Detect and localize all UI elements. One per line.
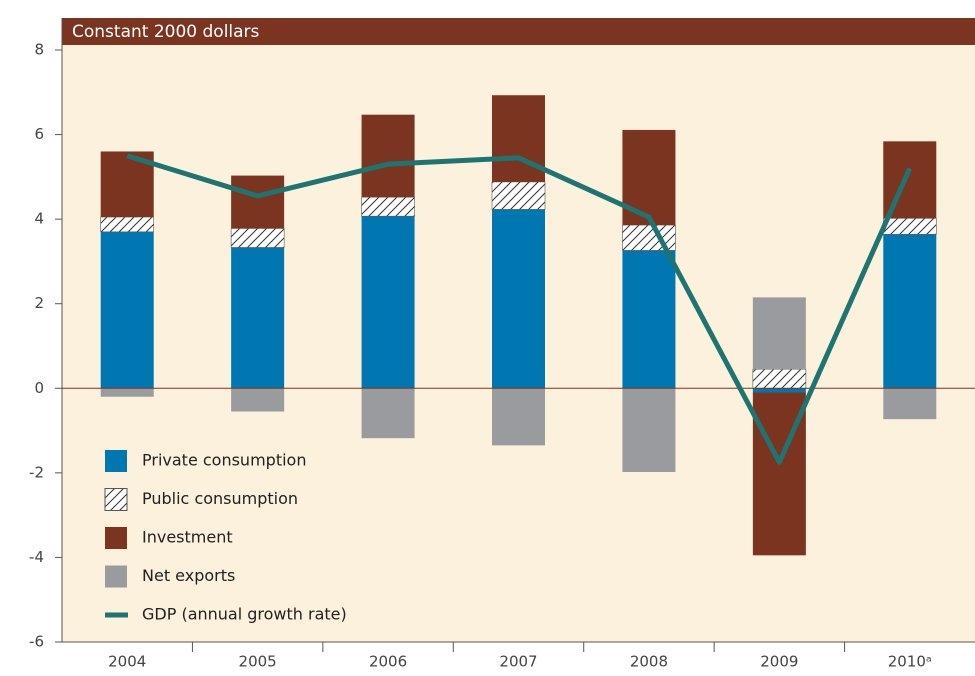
y-tick-label: 2 — [34, 294, 44, 312]
legend-label: GDP (annual growth rate) — [142, 605, 347, 624]
legend-label: Public consumption — [142, 489, 298, 508]
x-tick-label: 2006 — [369, 653, 407, 671]
y-tick-label: 0 — [34, 379, 44, 397]
bar — [492, 388, 545, 446]
bar — [492, 209, 545, 389]
x-tick-label: 2010ᵃ — [888, 653, 932, 671]
bar — [231, 247, 285, 389]
bar — [883, 388, 937, 420]
bar — [361, 216, 415, 389]
legend-swatch — [105, 565, 127, 588]
bar — [361, 114, 415, 198]
bar — [752, 297, 806, 370]
legend-label: Investment — [142, 528, 233, 547]
y-tick-label: 4 — [34, 210, 44, 228]
bar — [100, 216, 155, 233]
bar — [882, 217, 937, 235]
bar — [752, 388, 806, 393]
bar — [231, 175, 285, 229]
bar — [361, 388, 415, 439]
bar — [361, 196, 415, 217]
bar — [752, 368, 807, 389]
y-tick-label: -4 — [29, 548, 44, 566]
bar — [883, 234, 937, 389]
legend-label: Net exports — [142, 566, 235, 585]
legend-swatch — [105, 450, 127, 472]
chart-title: Constant 2000 dollars — [72, 22, 260, 42]
bar — [491, 181, 546, 210]
x-tick-label: 2009 — [760, 653, 798, 671]
bar — [100, 388, 154, 397]
gdp-line — [126, 153, 913, 465]
bar — [230, 228, 285, 248]
y-tick-label: 6 — [34, 125, 44, 143]
y-tick-label: -6 — [29, 633, 44, 651]
legend-swatch — [104, 488, 128, 511]
bar — [231, 388, 285, 412]
x-tick-label: 2007 — [499, 653, 537, 671]
bar — [622, 388, 676, 473]
x-tick-label: 2004 — [108, 653, 146, 671]
title-band — [62, 18, 975, 45]
legend-label: Private consumption — [142, 451, 306, 470]
y-tick-label: -2 — [29, 463, 44, 481]
x-tick-label: 2005 — [239, 653, 277, 671]
y-tick-label: 8 — [34, 41, 44, 59]
x-tick-label: 2008 — [630, 653, 668, 671]
legend-swatch — [105, 527, 127, 549]
bar — [100, 231, 154, 389]
bar — [622, 250, 676, 389]
